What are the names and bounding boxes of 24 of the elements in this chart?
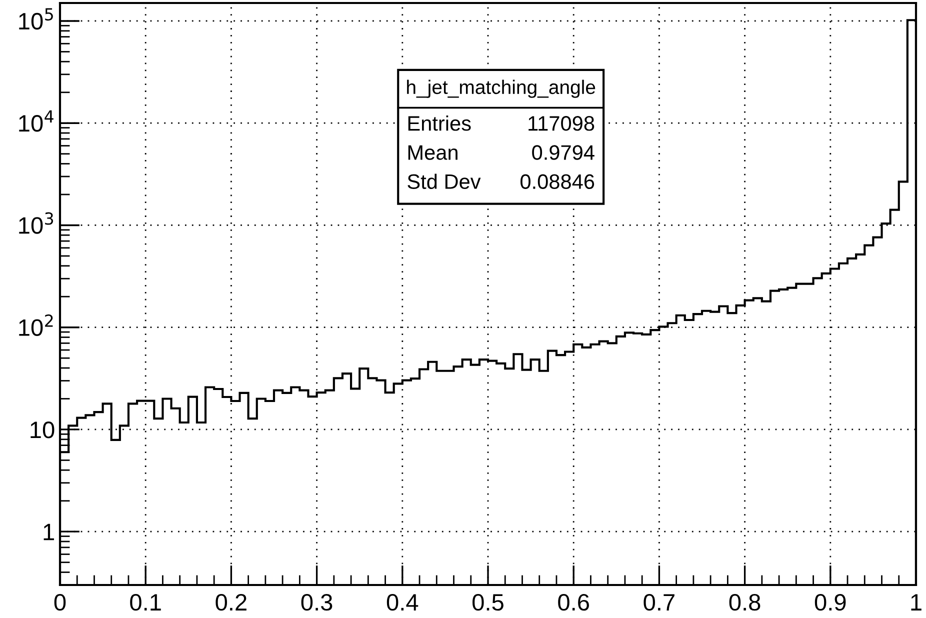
x-tick-label: 1	[911, 594, 922, 610]
x-tick-label: 0.5	[472, 594, 504, 611]
y-tick-label: 1	[44, 524, 54, 540]
y-tick-label: 10$^{4}$	[19, 110, 54, 132]
x-tick-label: 0.9	[814, 594, 846, 611]
x-tick-label: 0.3	[301, 594, 332, 611]
y-tick-label: 10$^{2}$	[19, 314, 53, 336]
annotation: 117098	[528, 116, 594, 131]
x-tick-label: 0.4	[386, 594, 418, 611]
annotation: Mean	[408, 145, 458, 160]
y-tick-label: 10$^{5}$	[19, 8, 53, 30]
y-tick-label: 10$^{3}$	[19, 212, 54, 234]
x-tick-label: 0	[54, 594, 66, 611]
annotation: h_jet_matching_angle	[407, 80, 596, 98]
x-tick-label: 0.2	[216, 594, 246, 611]
annotation: Entries	[408, 116, 471, 131]
x-tick-label: 0.7	[644, 594, 674, 611]
annotation: Std Dev	[408, 174, 481, 190]
x-tick-label: 0.6	[558, 594, 589, 611]
annotation: 0.9794	[532, 145, 594, 160]
annotation: 0.08846	[520, 174, 594, 190]
y-tick-label: 10	[30, 422, 54, 438]
x-tick-label: 0.8	[729, 594, 760, 611]
x-tick-label: 0.1	[130, 594, 161, 611]
